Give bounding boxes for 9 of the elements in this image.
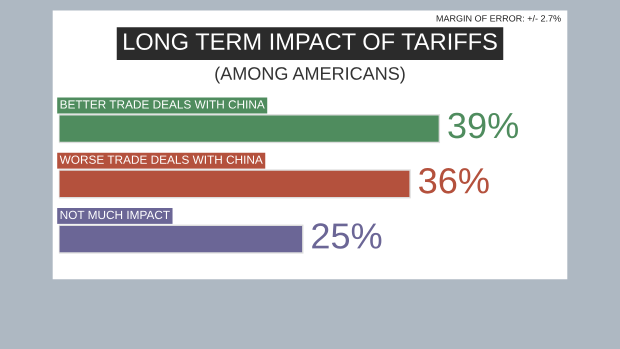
y-tick-label: WORSE TRADE DEALS WITH CHINA [60,156,263,164]
chart-title: LONG TERM IMPACT OF TARIFFS [124,33,497,50]
y-tick-label: NOT MUCH IMPACT [60,210,170,220]
data-label: 39% [448,112,518,138]
text: MARGIN OF ERROR: +/- 2.7% [436,14,561,22]
data-label: 36% [419,168,489,194]
y-tick-label: BETTER TRADE DEALS WITH CHINA [60,100,265,109]
chart-subtitle: (AMONG AMERICANS) [215,66,405,84]
data-label: 25% [312,223,382,249]
